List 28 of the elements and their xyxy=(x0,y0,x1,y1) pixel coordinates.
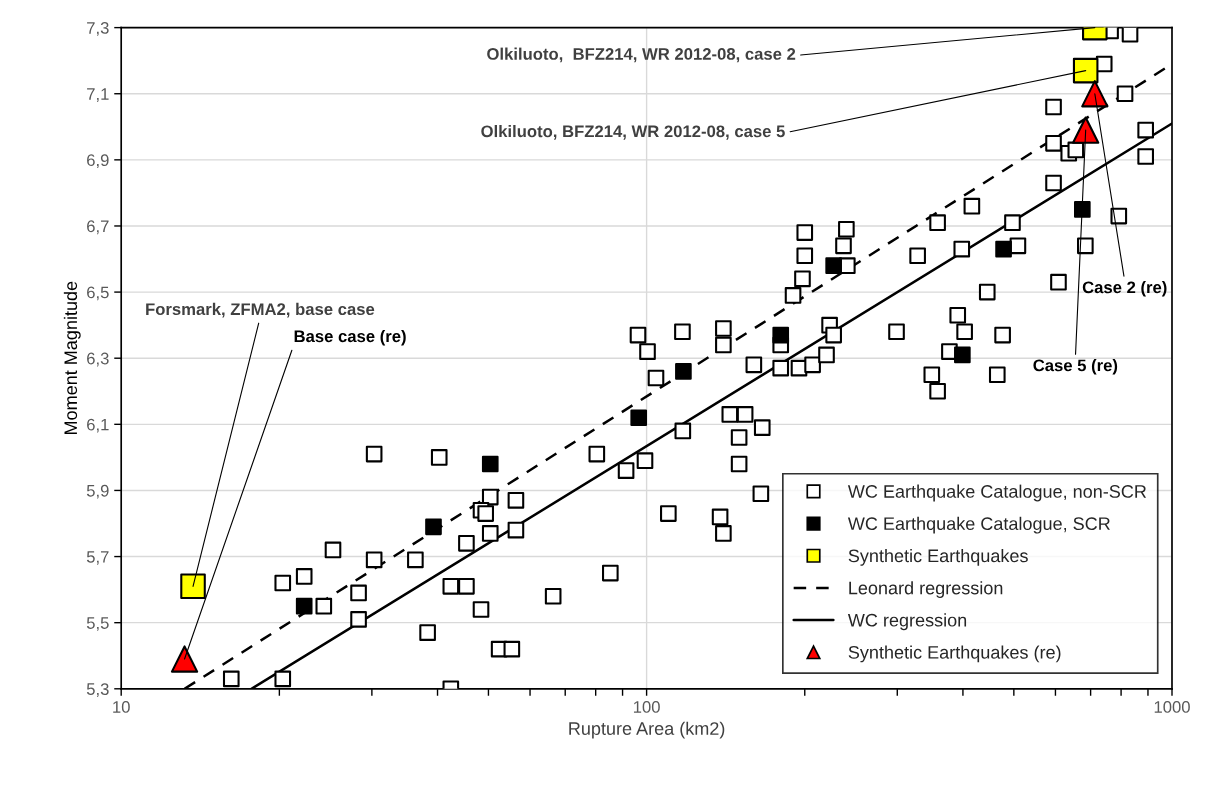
y-tick-label: 5,3 xyxy=(86,683,109,697)
legend-label: Synthetic Earthquakes xyxy=(848,548,1028,566)
y-tick-label: 6,5 xyxy=(87,286,109,301)
annotation: Forsmark, ZFMA2, base case xyxy=(146,302,375,318)
y-tick-label: 6,1 xyxy=(87,418,109,433)
y-tick-label: 6,7 xyxy=(87,220,109,235)
y-tick-label: 7,1 xyxy=(87,88,109,102)
legend-label: WC Earthquake Catalogue, SCR xyxy=(847,516,1110,534)
legend-label: WC Earthquake Catalogue, non-SCR xyxy=(847,484,1147,502)
x-tick-label: 1000 xyxy=(1154,701,1190,713)
x-tick-label: 100 xyxy=(633,701,660,713)
annotation: Olkiluoto, BFZ214, WR 2012-08, case 5 xyxy=(481,124,785,140)
x-tick-label: 10 xyxy=(113,701,130,713)
annotation: Case 5 (re) xyxy=(1033,359,1118,375)
annotation: Case 2 (re) xyxy=(1082,281,1167,297)
y-tick-label: 5,5 xyxy=(86,617,109,631)
y-tick-label: 7,3 xyxy=(87,22,109,36)
legend-label: WC regression xyxy=(847,613,967,631)
y-axis-title: Moment Magnitude xyxy=(63,281,81,434)
legend-label: Leonard regression xyxy=(849,581,1003,598)
x-axis-title: Rupture Area (km2) xyxy=(569,721,725,739)
legend-label: Synthetic Earthquakes (re) xyxy=(848,645,1061,663)
annotation: Base case (re) xyxy=(294,329,406,346)
y-tick-label: 6,3 xyxy=(87,352,109,367)
y-tick-label: 6,9 xyxy=(87,154,109,169)
y-tick-label: 5,9 xyxy=(86,484,109,499)
annotation: Olkiluoto, BFZ214, WR 2012-08, case 2 xyxy=(487,47,796,63)
y-tick-label: 5,7 xyxy=(86,551,109,565)
